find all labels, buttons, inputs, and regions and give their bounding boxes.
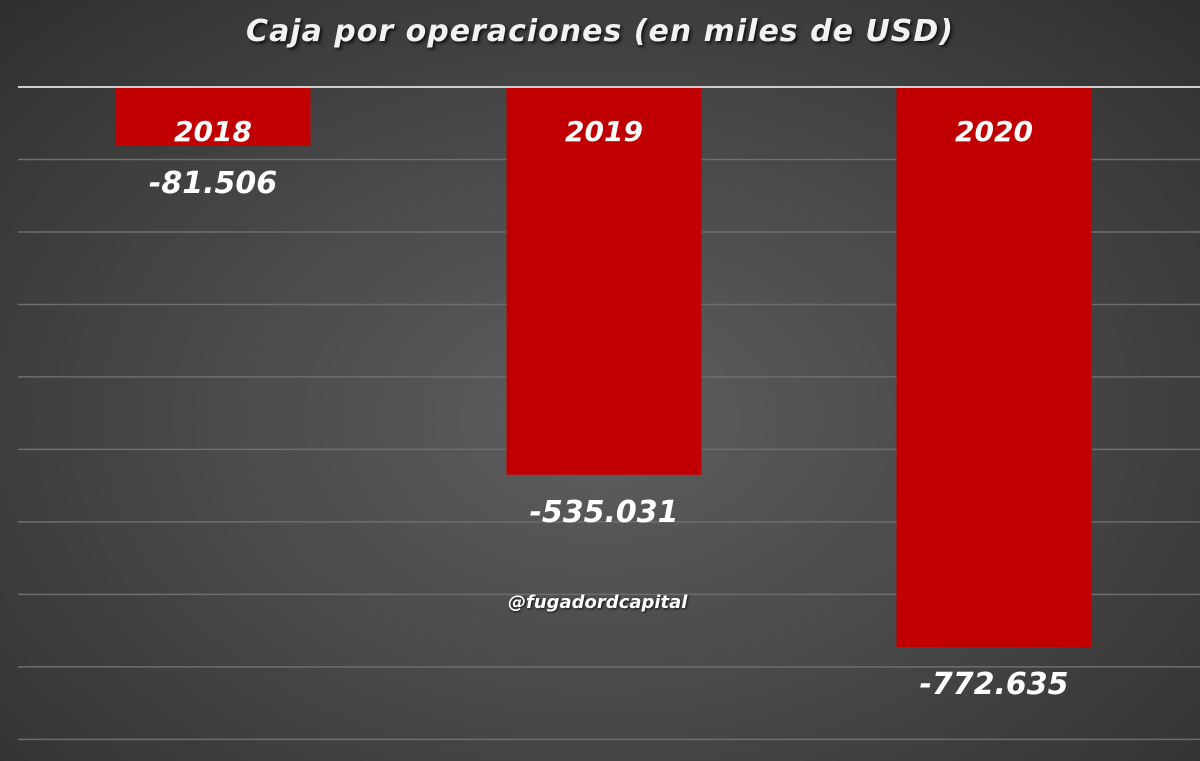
bar-2018 [115,87,311,147]
bar-2019 [506,87,702,475]
watermark: @fugadordcapital [508,592,688,613]
value-label-2019: -535.031 [529,495,678,530]
bar-2020 [896,87,1092,647]
category-label-2019: 2019 [565,115,643,148]
value-label-2018: -81.506 [149,166,277,201]
category-label-2020: 2020 [955,115,1033,148]
value-label-2020: -772.635 [919,667,1068,702]
chart-title: Caja por operaciones (en miles de USD) [246,14,954,49]
category-label-2018: 2018 [174,115,252,148]
